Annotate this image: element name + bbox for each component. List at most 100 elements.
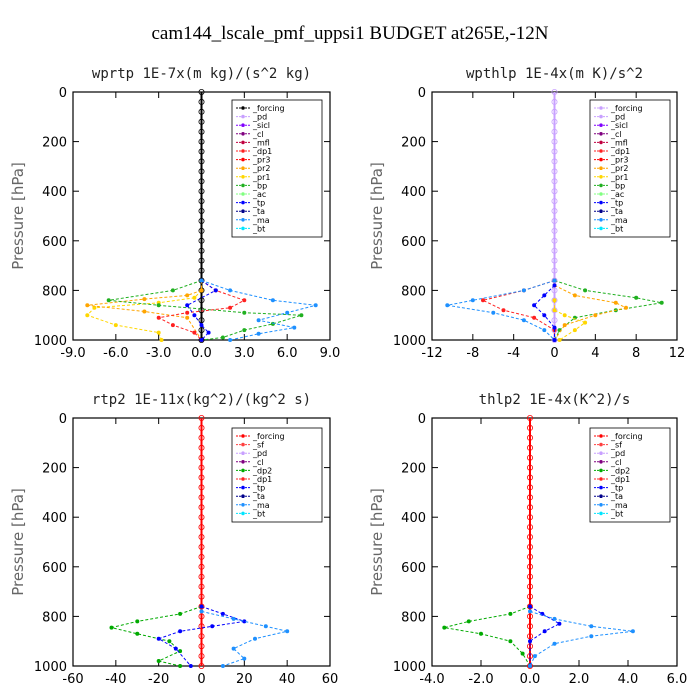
series-line: [87, 280, 202, 341]
data-point: [159, 337, 164, 342]
x-tick-label: 12: [669, 346, 686, 361]
data-point: [106, 298, 111, 303]
legend-label: _pd: [252, 449, 267, 458]
data-point: [589, 624, 594, 629]
legend-label: _dp1: [252, 475, 272, 484]
legend-label: _cl: [610, 458, 622, 467]
data-point: [551, 217, 558, 224]
data-point: [562, 323, 567, 328]
data-point: [113, 323, 118, 328]
data-point: [242, 328, 247, 333]
y-tick-label: 400: [42, 185, 67, 200]
legend-marker: [599, 114, 603, 119]
data-point: [198, 267, 205, 274]
legend-marker: [599, 106, 603, 110]
legend-label: _dp2: [610, 466, 630, 475]
data-point: [659, 300, 664, 305]
data-point: [521, 288, 526, 293]
legend-marker: [599, 494, 603, 499]
data-point: [478, 631, 483, 636]
chart-panel-2: rtp2 1E-11x(kg^2)/(kg^2 s) Pressure [hPa]…: [9, 392, 338, 687]
data-point: [551, 227, 558, 234]
data-point: [552, 616, 557, 621]
data-point: [198, 583, 205, 590]
data-point: [198, 514, 205, 521]
data-point: [583, 288, 588, 293]
legend-label: _dp1: [610, 475, 630, 484]
data-point: [198, 424, 205, 431]
y-tick-label: 800: [401, 610, 426, 625]
legend-marker: [241, 494, 245, 499]
data-point: [178, 629, 183, 634]
data-point: [256, 318, 261, 323]
data-point: [532, 315, 537, 320]
legend-marker: [241, 175, 245, 179]
legend-label: _cl: [252, 458, 264, 467]
x-tick-label: -3.0: [146, 346, 171, 361]
y-tick-label: 600: [401, 235, 426, 250]
legend-label: _sicl: [610, 121, 628, 130]
data-point: [557, 621, 562, 626]
legend-marker: [599, 157, 603, 162]
legend-label: _bp: [610, 181, 625, 190]
legend-box: [231, 427, 323, 523]
series-line: [554, 284, 628, 341]
data-point: [242, 656, 247, 661]
data-point: [551, 188, 558, 195]
x-tick-label: 0.0: [191, 346, 212, 361]
data-point: [551, 138, 558, 145]
data-point: [527, 633, 534, 640]
legend-label: _ma: [252, 216, 270, 225]
data-point: [551, 336, 558, 343]
x-tick-label: -60: [62, 672, 83, 687]
legend-label: _bt: [252, 224, 265, 233]
legend-marker: [241, 503, 245, 507]
legend-label: _dp1: [610, 147, 630, 156]
data-point: [634, 295, 639, 300]
data-point: [528, 604, 533, 609]
data-point: [199, 323, 204, 328]
data-point: [198, 178, 205, 185]
legend-label: _ta: [252, 207, 265, 216]
series-line: [554, 300, 587, 341]
data-point: [527, 534, 534, 541]
legend-marker: [241, 149, 245, 153]
series-line: [111, 606, 202, 667]
y-tick-label: 1000: [34, 660, 67, 675]
legend-label: _ma: [610, 501, 628, 510]
data-point: [466, 619, 471, 624]
legend-marker: [599, 226, 603, 231]
data-point: [198, 544, 205, 551]
data-point: [198, 623, 205, 630]
data-point: [142, 297, 147, 302]
panel-title: wpthlp 1E-4x(m K)/s^2: [466, 66, 643, 82]
legend-label: _pr2: [252, 164, 270, 173]
data-point: [198, 454, 205, 461]
data-point: [527, 613, 534, 620]
data-point: [178, 611, 183, 616]
data-point: [220, 335, 225, 340]
legend-marker: [241, 511, 245, 516]
chart-panel-3: thlp2 1E-4x(K^2)/s Pressure [hPa] -4.0 -2.0…: [368, 392, 687, 687]
data-point: [508, 639, 513, 644]
y-tick-label: 0: [59, 412, 67, 427]
x-tick-label: 0: [550, 346, 558, 361]
legend-marker: [241, 183, 245, 188]
legend-marker: [599, 477, 603, 481]
data-point: [551, 247, 558, 254]
legend-marker: [599, 149, 603, 153]
legend-marker: [241, 200, 245, 205]
figure-title: cam144_lscale_pmf_uppsi1 BUDGET at265E,-…: [152, 23, 549, 44]
data-point: [198, 504, 205, 511]
data-point: [551, 198, 558, 205]
legend-label: _dp1: [252, 147, 272, 156]
data-point: [156, 659, 161, 664]
legend: _forcing_pd_sicl_cl_mfl_dp1_pr3_pr2_pr1_…: [231, 99, 323, 238]
data-point: [231, 616, 236, 621]
data-point: [156, 330, 161, 335]
x-tick-label: -6.0: [103, 346, 128, 361]
x-tick-label: -40: [105, 672, 126, 687]
legend-label: _mfl: [610, 138, 628, 147]
data-point: [562, 313, 567, 318]
